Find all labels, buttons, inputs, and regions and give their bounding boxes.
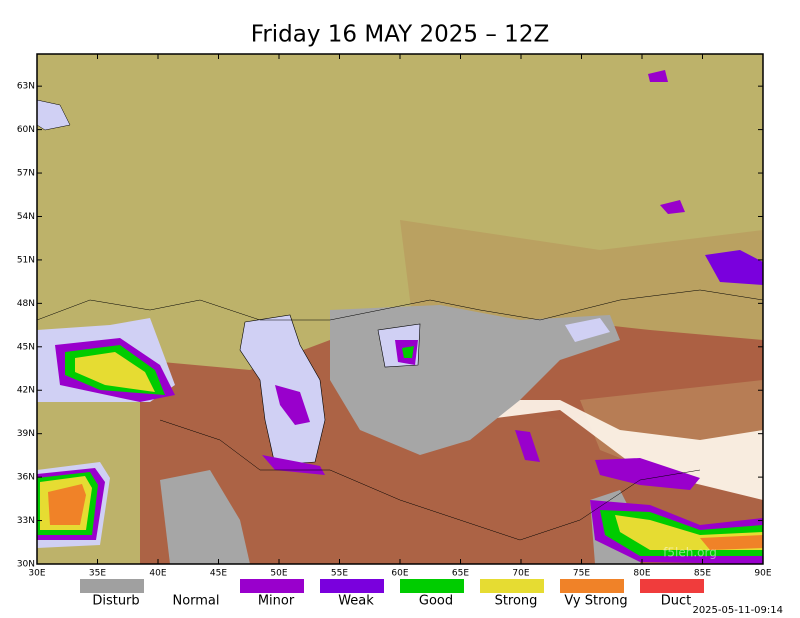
lat-label: 57N [17, 169, 35, 179]
lon-label: 40E [149, 569, 166, 579]
vystrong-area [700, 535, 763, 550]
lat-label: 60N [17, 125, 35, 135]
strong-area [75, 352, 155, 392]
snow [480, 400, 763, 500]
legend-label: Good [419, 594, 453, 609]
border [159, 419, 701, 541]
lat-label: 33N [17, 516, 35, 526]
legend: Disturb Normal Minor Weak Good Strong Vy Stron… [80, 579, 704, 609]
lon-label: 45E [210, 569, 227, 579]
legend-swatch [160, 579, 224, 593]
lon-label: 50E [270, 569, 287, 579]
legend-label: Vy Strong [564, 594, 627, 609]
border [36, 289, 764, 321]
minor-area [595, 458, 700, 490]
legend-swatch [400, 579, 464, 593]
minor-area [648, 70, 668, 82]
disturb-area [160, 470, 250, 564]
lat-label: 45N [17, 342, 35, 352]
legend-label: Weak [338, 594, 374, 609]
minor-area [515, 430, 540, 462]
minor-area [275, 385, 310, 425]
ticks: 30E 35E 40E 45E 50E 55E 60E 65E 70E 75E 80E 85E 90E 3… [17, 54, 772, 579]
lon-label: 70E [512, 569, 529, 579]
lon-label: 90E [754, 569, 771, 579]
lon-label: 55E [331, 569, 348, 579]
lon-label: 30E [28, 569, 45, 579]
lon-label: 60E [391, 569, 408, 579]
lon-label: 65E [452, 569, 469, 579]
lon-label: 75E [573, 569, 590, 579]
lat-label: 63N [17, 82, 35, 92]
vystrong-area [48, 484, 86, 525]
minor-area [660, 200, 685, 214]
lat-label: 42N [17, 386, 35, 396]
title: Friday 16 MAY 2025 – 12Z [251, 22, 549, 48]
legend-swatch [320, 579, 384, 593]
lat-label: 51N [17, 255, 35, 265]
lat-label: 48N [17, 299, 35, 309]
lon-label: 85E [694, 569, 711, 579]
legend-label: Minor [258, 594, 295, 609]
lon-label: 80E [633, 569, 650, 579]
legend-label: Disturb [92, 594, 139, 609]
lat-label: 39N [17, 429, 35, 439]
lon-label: 35E [89, 569, 106, 579]
lat-label: 30N [17, 560, 35, 570]
lat-label: 54N [17, 212, 35, 222]
legend-label: Strong [495, 594, 538, 609]
legend-swatch [80, 579, 144, 593]
legend-swatch [560, 579, 624, 593]
good-area [402, 346, 414, 358]
timestamp: 2025-05-11-09:14 [692, 605, 783, 616]
lat-label: 36N [17, 473, 35, 483]
weak-area [705, 250, 763, 285]
watermark: f5leh.org [663, 546, 717, 560]
legend-swatch [240, 579, 304, 593]
legend-swatch [640, 579, 704, 593]
legend-swatch [480, 579, 544, 593]
legend-label: Normal [172, 594, 219, 609]
legend-label: Duct [661, 594, 692, 609]
lake [565, 318, 610, 342]
map: f5leh.org [36, 53, 764, 565]
